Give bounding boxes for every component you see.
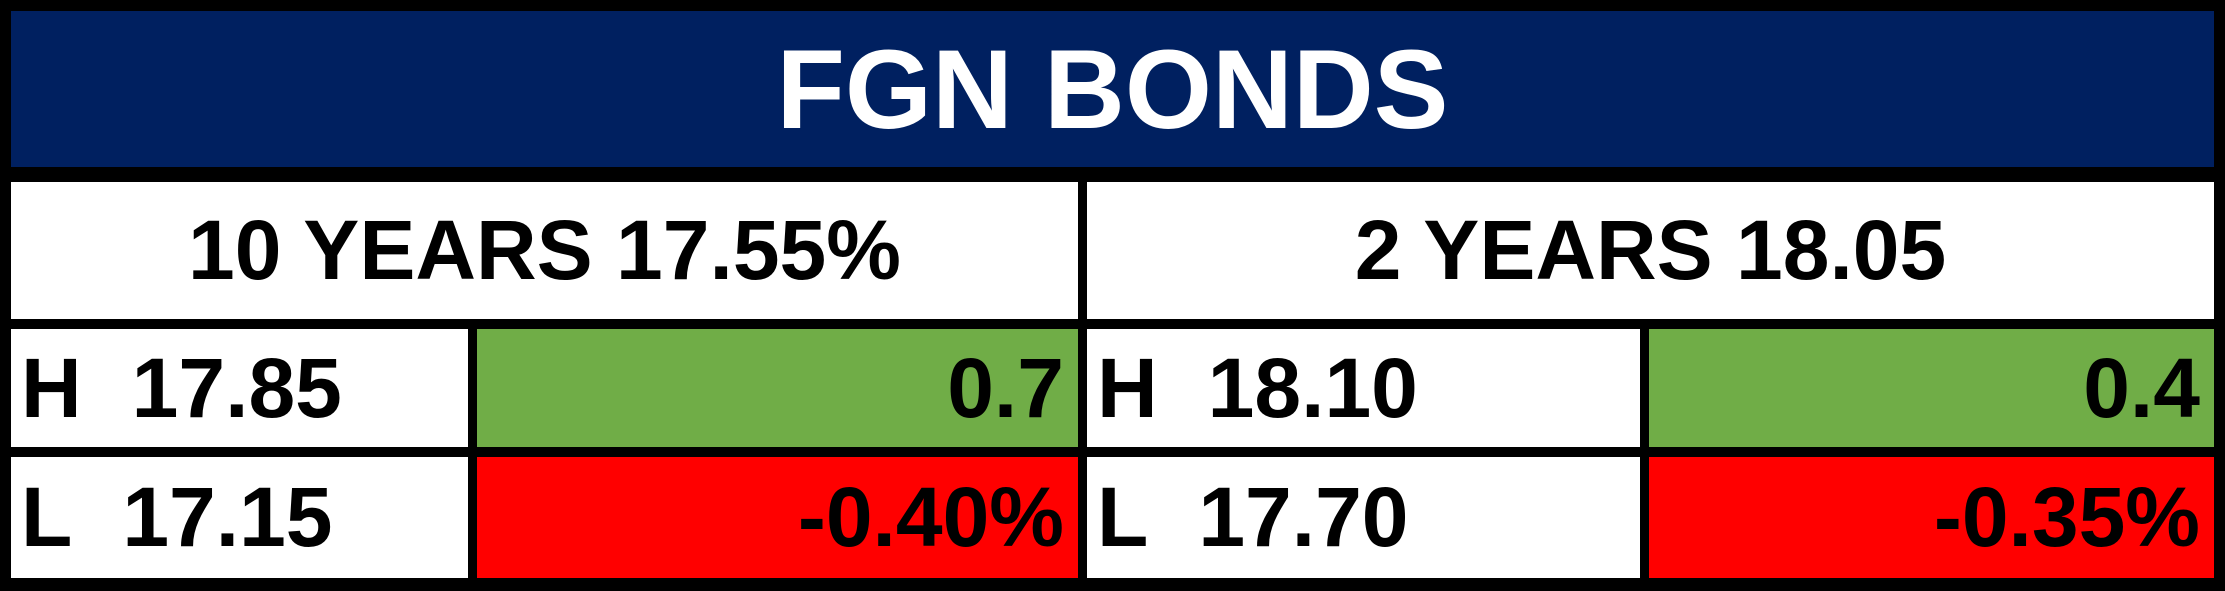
low-change: -0.40% (477, 457, 1078, 578)
low-label: L (21, 470, 73, 564)
high-label: H (1097, 340, 1158, 435)
low-cell: L 17.70 (1087, 457, 1640, 578)
low-value: 17.70 (1198, 470, 1409, 564)
high-cell: H 18.10 (1087, 329, 1640, 447)
high-change: 0.7 (477, 329, 1078, 447)
high-change: 0.4 (1649, 329, 2214, 447)
panel-heading: 10 YEARS 17.55% (11, 182, 1078, 319)
low-label: L (1097, 470, 1149, 564)
high-label: H (21, 340, 82, 435)
low-value: 17.15 (122, 470, 333, 564)
low-change: -0.35% (1649, 457, 2214, 578)
title: FGN BONDS (11, 11, 2214, 167)
low-cell: L 17.15 (11, 457, 468, 578)
high-value: 17.85 (131, 340, 342, 435)
high-value: 18.10 (1207, 340, 1418, 435)
panel-heading: 2 YEARS 18.05 (1087, 182, 2214, 319)
high-cell: H 17.85 (11, 329, 468, 447)
